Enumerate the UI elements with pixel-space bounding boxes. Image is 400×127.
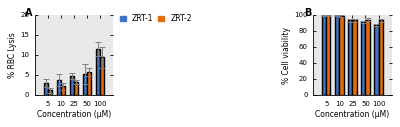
Legend: ZRT-1, ZRT-2: ZRT-1, ZRT-2 [120,14,192,23]
Bar [374,25,378,95]
X-axis label: Concentration (μM): Concentration (μM) [315,110,390,119]
Bar [352,20,356,95]
X-axis label: Concentration (μM): Concentration (μM) [37,110,111,119]
Bar [361,22,366,95]
Bar [326,15,330,95]
Bar [74,82,78,95]
Y-axis label: % RBC Lysis: % RBC Lysis [8,32,17,78]
Bar [335,15,339,95]
Bar [44,83,48,95]
Bar [322,15,326,95]
Bar [48,91,52,95]
Bar [61,86,65,95]
Bar [70,76,74,95]
Bar [83,74,87,95]
Text: A: A [25,8,33,18]
Y-axis label: % Cell viability: % Cell viability [282,27,291,84]
Bar [87,72,91,95]
Bar [96,49,100,95]
Bar [366,20,370,95]
Bar [339,16,344,95]
Bar [100,57,104,95]
Bar [57,80,61,95]
Bar [348,20,352,95]
Text: B: B [304,8,311,18]
Bar [378,20,383,95]
